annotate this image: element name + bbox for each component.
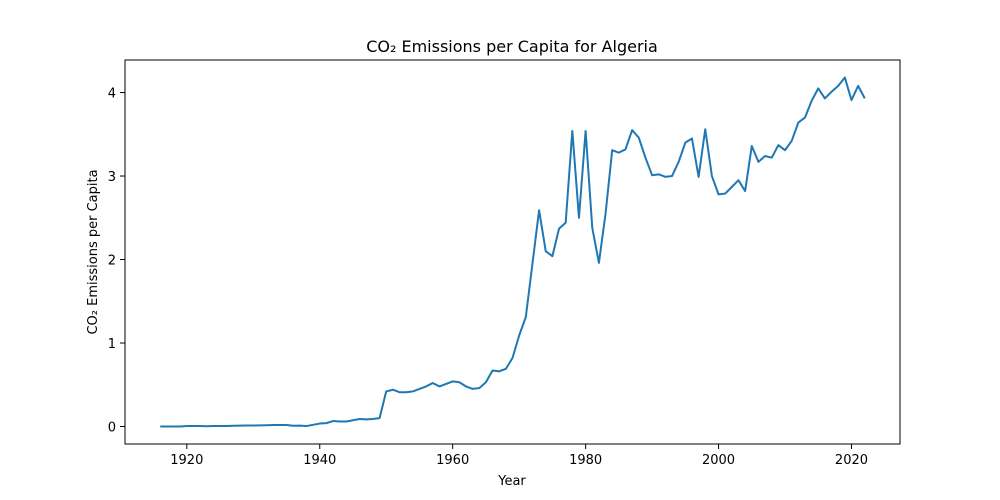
series-line [160,76,866,428]
x-tick-label: 1920 [170,453,203,468]
x-tick-label: 2000 [702,453,735,468]
y-tick-label: 3 [108,170,116,185]
y-tick-label: 1 [108,337,116,352]
y-axis-label: CO₂ Emissions per Capita [86,169,101,334]
x-tick-label: 2020 [835,453,868,468]
plot-frame [124,59,901,445]
x-axis-label: Year [497,474,526,489]
x-tick-label: 1960 [436,453,469,468]
x-axis: 1920 1940 1960 1980 2000 2020 [170,444,868,468]
y-tick-label: 2 [108,254,116,269]
y-tick-label: 0 [108,420,116,435]
plot-area [160,76,866,428]
x-tick-label: 1980 [569,453,602,468]
x-tick-label: 1940 [303,453,336,468]
chart-title: CO₂ Emissions per Capita for Algeria [366,37,658,56]
y-axis: 0 1 2 3 4 [108,87,125,435]
y-tick-label: 4 [108,87,116,102]
